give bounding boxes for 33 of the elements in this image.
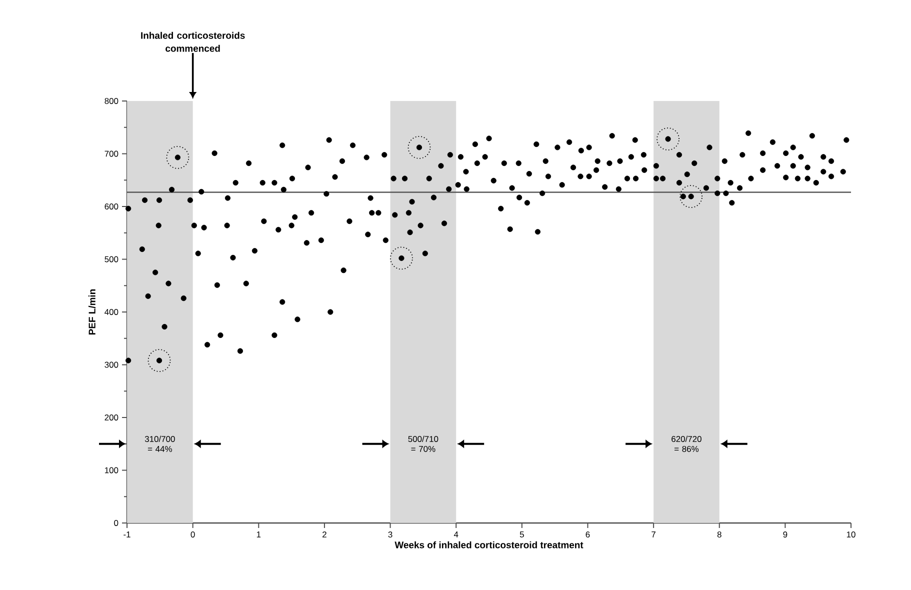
x-tick-label: 3 (388, 532, 392, 538)
point (408, 136, 431, 159)
x-tick-label: 7 (652, 532, 656, 538)
y-tick-label: 0 (114, 520, 118, 526)
y-tick-label: 800 (104, 98, 118, 104)
point (166, 146, 190, 169)
band-label: 310/700 = 44% (144, 436, 175, 452)
y-tick-label: 600 (104, 204, 118, 210)
y-tick-label: 400 (104, 309, 118, 315)
x-tick-label: 6 (586, 532, 590, 538)
x-tick-label: -1 (124, 532, 130, 538)
y-tick-label: 100 (105, 467, 118, 474)
y-tick-label: 700 (104, 150, 118, 157)
x-tick-label: 5 (520, 532, 524, 538)
point (680, 185, 703, 208)
x-tick-label: 4 (454, 532, 458, 538)
band-label: 500/710 = 70% (408, 436, 438, 452)
point (390, 246, 413, 270)
x-tick-label: 8 (717, 532, 722, 538)
band-label: 620/720 = 86% (672, 436, 702, 452)
y-tick-label: 500 (104, 256, 118, 262)
point (148, 349, 171, 372)
x-tick-label: 1 (256, 532, 261, 538)
x-tick-label: 0 (190, 532, 195, 538)
x-tick-label: 2 (322, 532, 326, 538)
y-tick-label: 200 (104, 414, 118, 420)
y-tick-label: 300 (104, 362, 118, 368)
point (656, 128, 680, 150)
y-axis-title: PEF L/min (88, 289, 96, 334)
x-axis-title: Weeks of inhaled corticosteroid treatment (394, 541, 584, 548)
annotation: Inhaled corticosteroids commenced (141, 32, 245, 52)
x-tick-label: 10 (846, 532, 856, 538)
x-tick-label: 9 (783, 532, 788, 538)
